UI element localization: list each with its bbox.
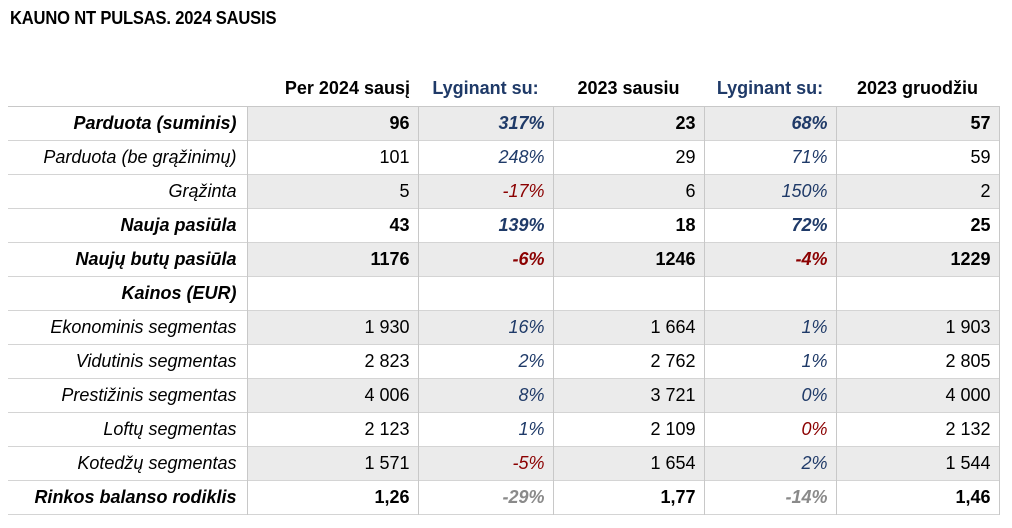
current-value: 1,26 — [247, 480, 419, 514]
current-value: 101 — [247, 140, 419, 174]
year-1-value: 2 109 — [553, 412, 705, 446]
header-compare-1: Lyginant su: — [418, 72, 553, 107]
change-vs-year-1: 248% — [418, 140, 554, 174]
row-label: Nauja pasiūla — [8, 208, 248, 242]
year-2-value — [836, 276, 1000, 310]
year-2-value: 2 — [836, 174, 1000, 208]
change-vs-year-2: 2% — [704, 446, 837, 480]
change-vs-year-2: 150% — [704, 174, 837, 208]
change-vs-year-1: 8% — [418, 378, 554, 412]
table-row: Rinkos balanso rodiklis 1,26 -29% 1,77 -… — [8, 480, 1000, 514]
year-1-value: 2 762 — [553, 344, 705, 378]
change-vs-year-1: 2% — [418, 344, 554, 378]
table-row: Nauja pasiūla 43 139% 18 72% 25 — [8, 208, 1000, 242]
header-label — [8, 72, 247, 107]
row-label: Parduota (be grąžinimų) — [8, 140, 248, 174]
current-value: 43 — [247, 208, 419, 242]
row-label: Kainos (EUR) — [8, 276, 248, 310]
current-value: 4 006 — [247, 378, 419, 412]
table-row: Grąžinta 5 -17% 6 150% 2 — [8, 174, 1000, 208]
year-2-value: 2 132 — [836, 412, 1000, 446]
change-vs-year-2: 1% — [704, 344, 837, 378]
change-vs-year-1: 16% — [418, 310, 554, 344]
year-2-value: 2 805 — [836, 344, 1000, 378]
current-value: 1 930 — [247, 310, 419, 344]
table-row: Vidutinis segmentas 2 823 2% 2 762 1% 2 … — [8, 344, 1000, 378]
change-vs-year-1: -6% — [418, 242, 554, 276]
change-vs-year-2: -14% — [704, 480, 837, 514]
change-vs-year-2: 72% — [704, 208, 837, 242]
change-vs-year-2: 1% — [704, 310, 837, 344]
change-vs-year-1 — [418, 276, 554, 310]
change-vs-year-1: 1% — [418, 412, 554, 446]
row-label: Prestižinis segmentas — [8, 378, 248, 412]
year-1-value: 29 — [553, 140, 705, 174]
year-2-value: 57 — [836, 106, 1000, 140]
current-value: 1 571 — [247, 446, 419, 480]
row-label: Rinkos balanso rodiklis — [8, 480, 248, 514]
table-row: Loftų segmentas 2 123 1% 2 109 0% 2 132 — [8, 412, 1000, 446]
year-1-value: 1 664 — [553, 310, 705, 344]
change-vs-year-2: 68% — [704, 106, 837, 140]
year-2-value: 1 544 — [836, 446, 1000, 480]
year-2-value: 25 — [836, 208, 1000, 242]
change-vs-year-1: -5% — [418, 446, 554, 480]
header-compare-2: Lyginant su: — [704, 72, 836, 107]
change-vs-year-1: -29% — [418, 480, 554, 514]
year-2-value: 1229 — [836, 242, 1000, 276]
page-title: KAUNO NT PULSAS. 2024 SAUSIS — [10, 8, 277, 28]
change-vs-year-2: 0% — [704, 378, 837, 412]
year-1-value: 3 721 — [553, 378, 705, 412]
row-label: Vidutinis segmentas — [8, 344, 248, 378]
row-label: Parduota (suminis) — [8, 106, 248, 140]
year-1-value — [553, 276, 705, 310]
current-value: 96 — [247, 106, 419, 140]
row-label: Loftų segmentas — [8, 412, 248, 446]
change-vs-year-2: 0% — [704, 412, 837, 446]
header-current-period: Per 2024 sausį — [247, 72, 418, 107]
row-label: Naujų butų pasiūla — [8, 242, 248, 276]
market-pulse-table: Per 2024 sausį Lyginant su: 2023 sausiu … — [8, 72, 1000, 515]
year-1-value: 1,77 — [553, 480, 705, 514]
row-label: Ekonominis segmentas — [8, 310, 248, 344]
table-row: Kainos (EUR) — [8, 276, 1000, 310]
year-1-value: 1 654 — [553, 446, 705, 480]
table-row: Prestižinis segmentas 4 006 8% 3 721 0% … — [8, 378, 1000, 412]
year-1-value: 6 — [553, 174, 705, 208]
table-row: Parduota (suminis) 96 317% 23 68% 57 — [8, 106, 1000, 140]
change-vs-year-2: 71% — [704, 140, 837, 174]
current-value: 2 823 — [247, 344, 419, 378]
table-row: Naujų butų pasiūla 1176 -6% 1246 -4% 122… — [8, 242, 1000, 276]
current-value: 1176 — [247, 242, 419, 276]
current-value — [247, 276, 419, 310]
table-row: Ekonominis segmentas 1 930 16% 1 664 1% … — [8, 310, 1000, 344]
change-vs-year-2: -4% — [704, 242, 837, 276]
row-label: Grąžinta — [8, 174, 248, 208]
change-vs-year-1: 139% — [418, 208, 554, 242]
header-row: Per 2024 sausį Lyginant su: 2023 sausiu … — [8, 72, 999, 107]
row-label: Kotedžų segmentas — [8, 446, 248, 480]
table-row: Parduota (be grąžinimų) 101 248% 29 71% … — [8, 140, 1000, 174]
year-1-value: 1246 — [553, 242, 705, 276]
year-1-value: 23 — [553, 106, 705, 140]
change-vs-year-1: -17% — [418, 174, 554, 208]
current-value: 5 — [247, 174, 419, 208]
year-2-value: 4 000 — [836, 378, 1000, 412]
change-vs-year-2 — [704, 276, 837, 310]
year-1-value: 18 — [553, 208, 705, 242]
header-year-2: 2023 gruodžiu — [836, 72, 999, 107]
year-2-value: 1 903 — [836, 310, 1000, 344]
year-2-value: 1,46 — [836, 480, 1000, 514]
year-2-value: 59 — [836, 140, 1000, 174]
current-value: 2 123 — [247, 412, 419, 446]
header-year-1: 2023 sausiu — [553, 72, 704, 107]
change-vs-year-1: 317% — [418, 106, 554, 140]
table-row: Kotedžų segmentas 1 571 -5% 1 654 2% 1 5… — [8, 446, 1000, 480]
